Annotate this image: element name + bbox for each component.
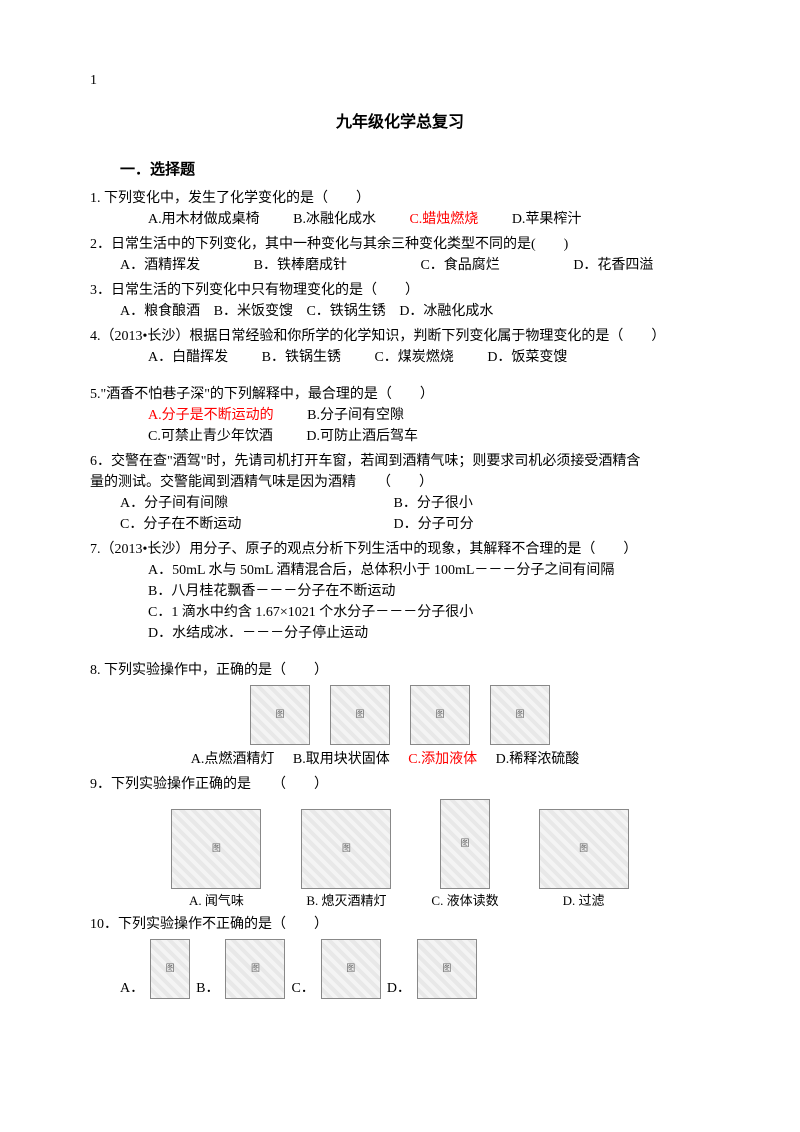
q7-opt-c: C．1 滴水中约含 1.67×1021 个水分子－－－分子很小 (148, 602, 710, 623)
question-6: 6．交警在查"酒驾"时，先请司机打开车窗，若闻到酒精气味；则要求司机必须接受酒精… (90, 451, 710, 535)
q3-opt-d: D．冰融化成水 (399, 304, 493, 319)
q9-opt-d: D. 过滤 (563, 891, 605, 911)
q5-opt-c: C.可禁止青少年饮酒 (148, 429, 273, 444)
question-3: 3．日常生活的下列变化中只有物理变化的是（ ） A．粮食酿酒 B．米饭变馊 C．… (90, 280, 710, 322)
q4-opt-d: D．饭菜变馊 (487, 350, 567, 365)
page-title: 九年级化学总复习 (90, 111, 710, 135)
q9-img-a: 图 (171, 809, 261, 889)
q2-opt-c: C．食品腐烂 (420, 258, 499, 273)
q8-images: 图 图 图 图 (90, 685, 710, 745)
question-9: 9．下列实验操作正确的是 （ ） 图 A. 闻气味 图 B. 熄灭酒精灯 图 C… (90, 774, 710, 911)
question-7: 7.（2013•长沙）用分子、原子的观点分析下列生活中的现象，其解释不合理的是（… (90, 539, 710, 644)
q4-opt-c: C．煤炭燃烧 (374, 350, 453, 365)
q9-opt-b: B. 熄灭酒精灯 (306, 891, 386, 911)
q7-opt-a: A．50mL 水与 50mL 酒精混合后，总体积小于 100mL－－－分子之间有… (148, 560, 710, 581)
q8-text: 8. 下列实验操作中，正确的是（ ） (90, 660, 710, 681)
q9-text: 9．下列实验操作正确的是 （ ） (90, 774, 710, 795)
q4-opt-b: B．铁锅生锈 (262, 350, 341, 365)
q10-opt-a: A． (120, 978, 144, 999)
question-8: 8. 下列实验操作中，正确的是（ ） 图 图 图 图 A.点燃酒精灯 B.取用块… (90, 660, 710, 770)
q6-opt-d: D．分子可分 (394, 517, 474, 532)
q10-opt-c: C． (291, 978, 314, 999)
q8-img-a: 图 (250, 685, 310, 745)
section-header: 一．选择题 (120, 159, 710, 182)
q8-opt-a: A.点燃酒精灯 (191, 752, 275, 767)
q3-opt-b: B．米饭变馊 (214, 304, 293, 319)
q2-opt-b: B．铁棒磨成针 (254, 258, 347, 273)
q5-text: 5."酒香不怕巷子深"的下列解释中，最合理的是（ ） (90, 384, 710, 405)
q10-text: 10．下列实验操作不正确的是（ ） (90, 914, 710, 935)
q9-img-c: 图 (440, 799, 490, 889)
q1-opt-d: D.苹果榨汁 (512, 212, 582, 227)
q8-opt-b: B.取用块状固体 (293, 752, 390, 767)
q6-text-1: 6．交警在查"酒驾"时，先请司机打开车窗，若闻到酒精气味；则要求司机必须接受酒精… (90, 451, 710, 472)
q5-opt-a: A.分子是不断运动的 (148, 408, 274, 423)
q10-images: A． 图 B． 图 C． 图 D． 图 (120, 939, 710, 999)
q8-img-c: 图 (410, 685, 470, 745)
q3-opt-a: A．粮食酿酒 (120, 304, 200, 319)
q2-opt-d: D．花香四溢 (573, 258, 653, 273)
q4-opt-a: A．白醋挥发 (148, 350, 228, 365)
page-number: 1 (90, 70, 710, 91)
q1-opt-c: C.蜡烛燃烧 (409, 212, 478, 227)
q2-text: 2．日常生活中的下列变化，其中一种变化与其余三种变化类型不同的是( ) (90, 234, 710, 255)
q9-img-d: 图 (539, 809, 629, 889)
q8-opt-d: D.稀释浓硫酸 (496, 752, 580, 767)
q8-opt-c: C.添加液体 (408, 752, 477, 767)
q5-opt-b: B.分子间有空隙 (307, 408, 404, 423)
q9-opt-a: A. 闻气味 (189, 891, 244, 911)
question-4: 4.（2013•长沙）根据日常经验和你所学的化学知识，判断下列变化属于物理变化的… (90, 326, 710, 368)
q1-opt-a: A.用木材做成桌椅 (148, 212, 260, 227)
q10-opt-d: D． (387, 978, 411, 999)
q9-img-b: 图 (301, 809, 391, 889)
q6-text-2: 量的测试。交警能闻到酒精气味是因为酒精 （ ） (90, 472, 710, 493)
q7-opt-d: D．水结成冰．－－－分子停止运动 (148, 623, 710, 644)
question-2: 2．日常生活中的下列变化，其中一种变化与其余三种变化类型不同的是( ) A．酒精… (90, 234, 710, 276)
q9-images: 图 A. 闻气味 图 B. 熄灭酒精灯 图 C. 液体读数 图 D. 过滤 (90, 799, 710, 911)
q6-opt-a: A．分子间有间隙 (120, 493, 360, 514)
q10-img-d: 图 (417, 939, 477, 999)
q4-text: 4.（2013•长沙）根据日常经验和你所学的化学知识，判断下列变化属于物理变化的… (90, 326, 710, 347)
q1-text: 1. 下列变化中，发生了化学变化的是（ ） (90, 188, 710, 209)
q9-opt-c: C. 液体读数 (431, 891, 498, 911)
q3-opt-c: C．铁锅生锈 (306, 304, 385, 319)
q3-text: 3．日常生活的下列变化中只有物理变化的是（ ） (90, 280, 710, 301)
q10-img-c: 图 (321, 939, 381, 999)
q7-opt-b: B．八月桂花飘香－－－分子在不断运动 (148, 581, 710, 602)
q10-opt-b: B． (196, 978, 219, 999)
q8-img-d: 图 (490, 685, 550, 745)
q10-img-b: 图 (225, 939, 285, 999)
q1-opt-b: B.冰融化成水 (293, 212, 376, 227)
question-1: 1. 下列变化中，发生了化学变化的是（ ） A.用木材做成桌椅 B.冰融化成水 … (90, 188, 710, 230)
q8-img-b: 图 (330, 685, 390, 745)
q6-opt-c: C．分子在不断运动 (120, 514, 360, 535)
q7-text: 7.（2013•长沙）用分子、原子的观点分析下列生活中的现象，其解释不合理的是（… (90, 539, 710, 560)
q6-opt-b: B．分子很小 (394, 496, 473, 511)
q2-opt-a: A．酒精挥发 (120, 258, 200, 273)
question-5: 5."酒香不怕巷子深"的下列解释中，最合理的是（ ） A.分子是不断运动的 B.… (90, 384, 710, 447)
q10-img-a: 图 (150, 939, 190, 999)
q5-opt-d: D.可防止酒后驾车 (306, 429, 418, 444)
question-10: 10．下列实验操作不正确的是（ ） A． 图 B． 图 C． 图 D． 图 (90, 914, 710, 999)
